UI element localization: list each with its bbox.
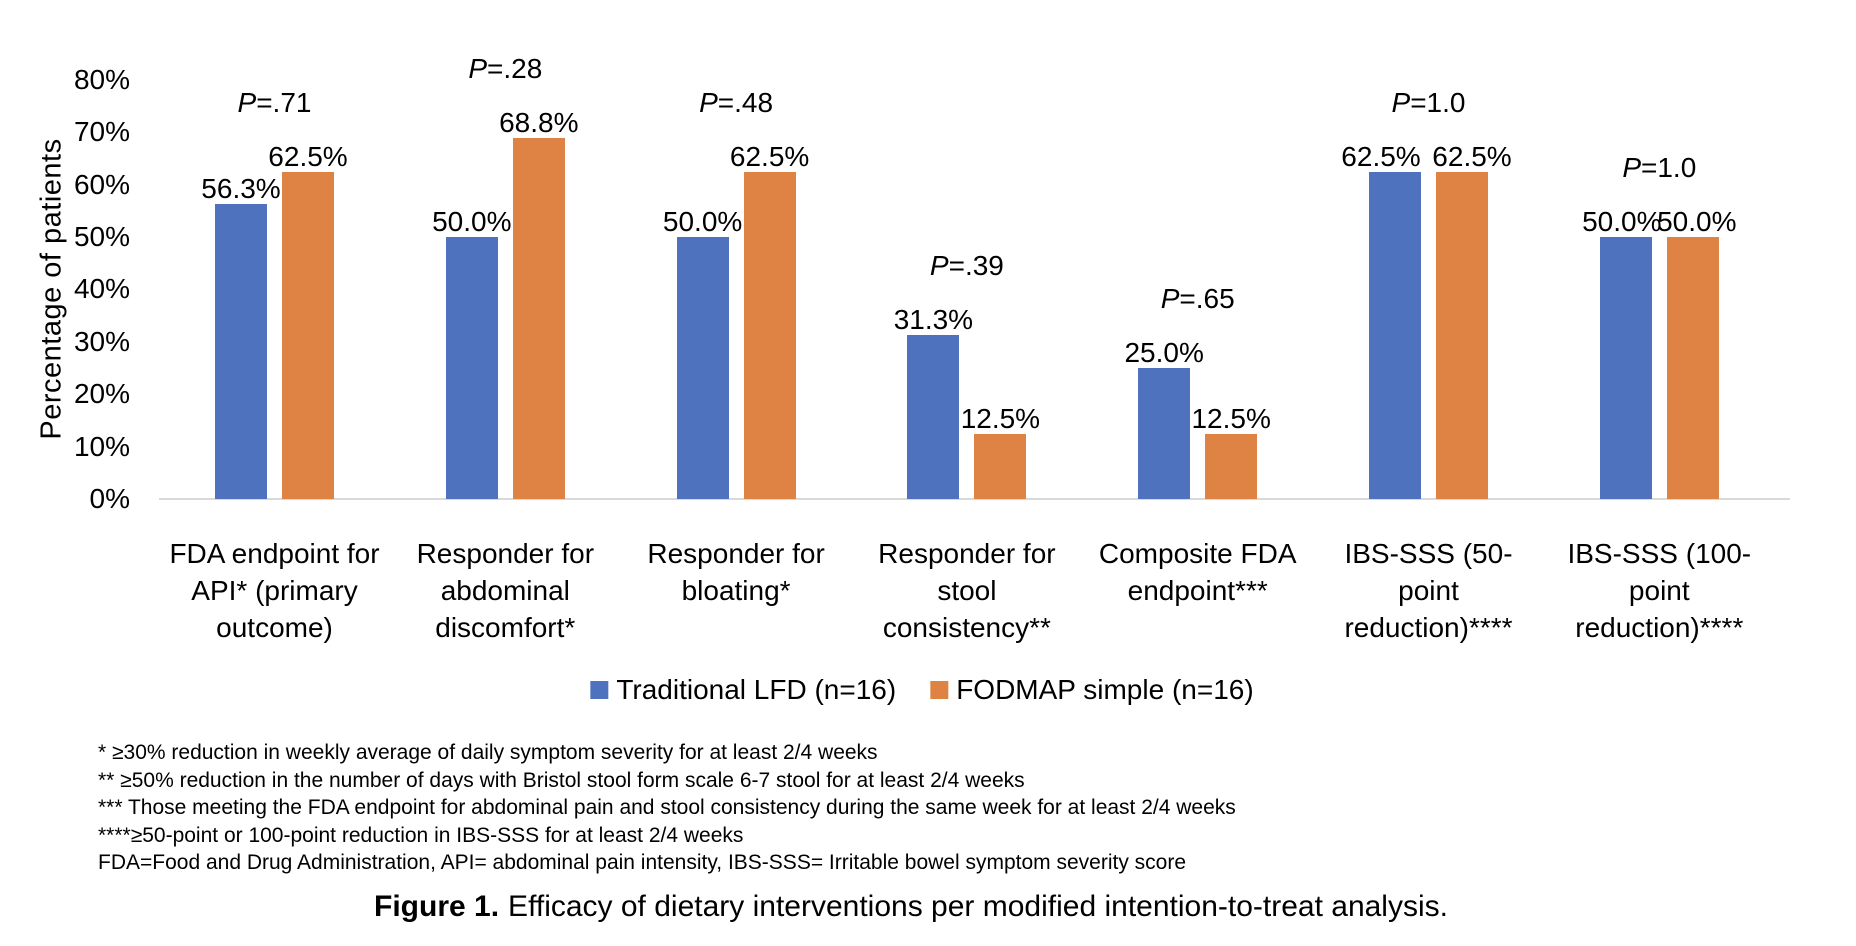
figure-caption: Figure 1. Efficacy of dietary interventio… xyxy=(374,889,1448,925)
p-value-number: =1.0 xyxy=(1410,86,1466,118)
y-tick-label: 70% xyxy=(73,116,130,148)
p-value-number: =1.0 xyxy=(1641,152,1697,183)
footnote-line: *** Those meeting the FDA endpoint for a… xyxy=(98,796,1236,819)
bar-value-label: 62.5% xyxy=(1341,140,1421,172)
y-tick-label: 60% xyxy=(73,168,130,200)
bar-fodmap-simple xyxy=(1666,237,1719,499)
p-value-label: P=1.0 xyxy=(1622,153,1696,183)
p-value-number: =.28 xyxy=(487,53,543,85)
y-tick-label: 80% xyxy=(73,63,130,95)
footnotes: * ≥30% reduction in weekly average of da… xyxy=(98,739,1236,877)
footnote-line: FDA=Food and Drug Administration, API= a… xyxy=(98,851,1187,874)
bar-value-label: 25.0% xyxy=(1124,337,1204,368)
bar-value-label: 56.3% xyxy=(201,172,281,204)
x-category-label: Responder for bloating* xyxy=(647,538,825,606)
x-category-label: Responder for stool consistency** xyxy=(878,538,1056,643)
p-value-label: P=.65 xyxy=(1161,284,1235,314)
legend-swatch-orange xyxy=(930,681,949,699)
legend-label: FODMAP simple (n=16) xyxy=(956,674,1254,705)
p-value-number: =.65 xyxy=(1179,283,1235,314)
p-value-symbol: P xyxy=(1622,152,1641,183)
y-tick-label: 40% xyxy=(73,273,130,305)
bar-traditional-lfd xyxy=(1599,237,1652,499)
x-category-label: IBS-SSS (50- point reduction)**** xyxy=(1344,538,1513,643)
bar-value-label: 50.0% xyxy=(432,206,512,237)
bar-value-label: 31.3% xyxy=(893,303,974,335)
footnote-line: ****≥50-point or 100-point reduction in … xyxy=(98,823,744,847)
bar-value-label: 50.0% xyxy=(1657,206,1737,237)
caption-text: Efficacy of dietary interventions per mo… xyxy=(508,890,1448,923)
bar-value-label: 50.0% xyxy=(1582,206,1662,237)
y-tick-label: 20% xyxy=(73,378,130,410)
y-tick-label: 10% xyxy=(73,430,130,462)
bar-fodmap-simple xyxy=(974,433,1027,499)
bar-value-label: 62.5% xyxy=(268,140,348,172)
x-category-label: IBS-SSS (100- point reduction)**** xyxy=(1567,538,1752,643)
x-category-label: Responder for abdominal discomfort* xyxy=(416,538,595,643)
p-value-label: P=.28 xyxy=(468,54,542,84)
x-axis-line xyxy=(159,498,1790,500)
p-value-symbol: P xyxy=(1160,283,1180,314)
legend-swatch-blue xyxy=(590,681,609,699)
bar-traditional-lfd xyxy=(907,334,960,499)
p-value-symbol: P xyxy=(237,86,257,118)
legend: Traditional LFD (n=16) FODMAP simple (n=1… xyxy=(590,674,1254,706)
bar-value-label: 50.0% xyxy=(662,206,743,237)
p-value-label: P=.71 xyxy=(237,86,312,118)
legend-item-traditional-lfd: Traditional LFD (n=16) xyxy=(590,674,896,706)
bar-traditional-lfd xyxy=(676,237,729,499)
y-tick-label: 0% xyxy=(89,483,130,514)
bar-traditional-lfd xyxy=(1369,171,1421,499)
bar-traditional-lfd xyxy=(445,237,498,499)
bar-fodmap-simple xyxy=(1436,171,1488,499)
footnote-line: * ≥30% reduction in weekly average of da… xyxy=(98,741,878,764)
bar-traditional-lfd xyxy=(1138,368,1191,499)
bar-value-label: 68.8% xyxy=(499,107,579,139)
bar-fodmap-simple xyxy=(282,171,334,499)
p-value-number: =.48 xyxy=(717,86,774,118)
p-value-symbol: P xyxy=(929,249,949,281)
p-value-label: P=1.0 xyxy=(1391,86,1466,118)
footnote-line: ** ≥50% reduction in the number of days … xyxy=(98,768,1025,792)
p-value-number: =.71 xyxy=(256,86,312,118)
p-value-symbol: P xyxy=(468,53,487,85)
x-category-label: FDA endpoint for API* (primary outcome) xyxy=(169,538,380,643)
bar-value-label: 12.5% xyxy=(960,402,1041,434)
caption-label: Figure 1. xyxy=(374,890,500,923)
legend-label: Traditional LFD (n=16) xyxy=(616,674,897,705)
p-value-number: =.39 xyxy=(948,249,1004,281)
y-tick-label: 30% xyxy=(73,325,130,357)
p-value-label: P=.39 xyxy=(929,249,1004,281)
bar-fodmap-simple xyxy=(1205,433,1258,499)
bar-fodmap-simple xyxy=(512,138,565,499)
bar-fodmap-simple xyxy=(743,171,796,499)
p-value-symbol: P xyxy=(1391,86,1411,118)
bar-value-label: 62.5% xyxy=(729,140,810,172)
p-value-symbol: P xyxy=(699,86,718,118)
p-value-label: P=.48 xyxy=(699,86,774,118)
bar-value-label: 62.5% xyxy=(1432,140,1512,172)
bar-traditional-lfd xyxy=(215,203,267,499)
y-tick-label: 50% xyxy=(73,221,130,252)
x-category-label: Composite FDA endpoint*** xyxy=(1098,538,1297,606)
bar-value-label: 12.5% xyxy=(1191,402,1271,434)
legend-item-fodmap-simple: FODMAP simple (n=16) xyxy=(930,674,1254,706)
